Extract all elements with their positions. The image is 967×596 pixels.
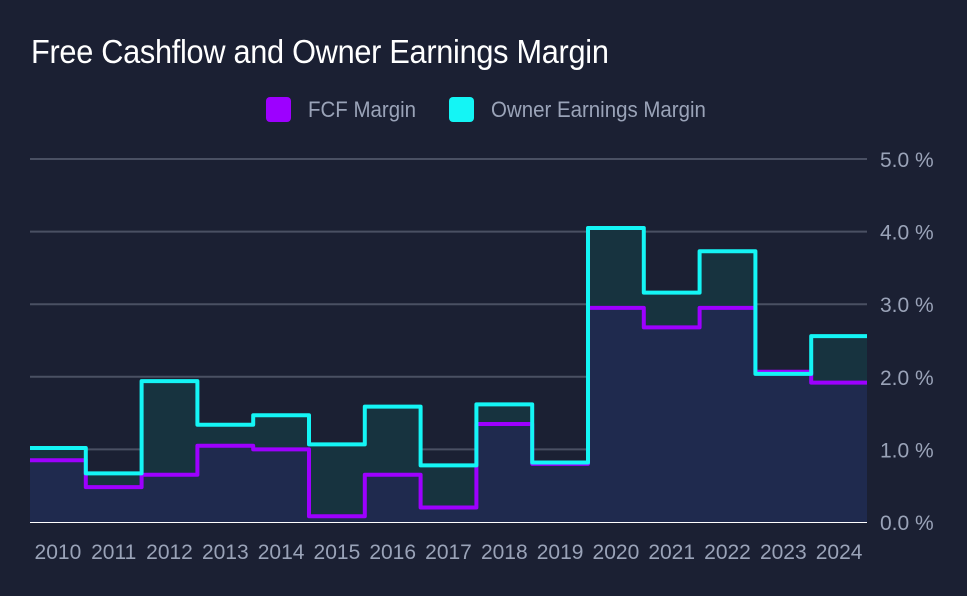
x-tick-label: 2019: [537, 541, 584, 564]
x-tick-label: 2018: [481, 541, 528, 564]
x-tick-label: 2013: [202, 541, 249, 564]
legend-swatch-owner-earnings-margin: [449, 97, 474, 122]
x-tick-label: 2021: [648, 541, 695, 564]
chart-title: Free Cashflow and Owner Earnings Margin: [31, 33, 609, 70]
x-tick-label: 2015: [314, 541, 361, 564]
x-tick-label: 2012: [146, 541, 193, 564]
y-tick-label: 3.0 %: [880, 294, 934, 317]
x-tick-label: 2024: [816, 541, 863, 564]
legend: FCF Margin Owner Earnings Margin: [0, 96, 967, 124]
x-tick-label: 2010: [35, 541, 82, 564]
x-axis-tick-labels: 2010 2011 2012 2013 2014 2015 2016 2017 2018 2019…: [35, 541, 863, 564]
y-tick-label: 4.0 %: [880, 222, 934, 245]
x-tick-label: 2020: [593, 541, 640, 564]
y-tick-label: 0.0 %: [880, 512, 934, 535]
x-tick-label: 2022: [704, 541, 751, 564]
y-tick-label: 1.0 %: [880, 439, 934, 462]
x-tick-label: 2017: [425, 541, 472, 564]
legend-swatch-fcf-margin: [266, 97, 291, 122]
x-tick-label: 2011: [91, 541, 136, 564]
series-lines: [30, 225, 867, 519]
series-line-owner-earnings-margin: [30, 225, 867, 476]
area-fcf-margin: [30, 307, 867, 522]
y-tick-label: 5.0 %: [880, 149, 934, 172]
x-tick-label: 2023: [760, 541, 807, 564]
area-fills: [30, 227, 867, 522]
x-tick-label: 2014: [258, 541, 305, 564]
legend-label-fcf-margin: FCF Margin: [308, 97, 416, 122]
y-axis-tick-labels: 0.0 % 1.0 % 2.0 % 3.0 % 4.0 % 5.0 %: [880, 149, 934, 535]
legend-label-owner-earnings-margin: Owner Earnings Margin: [491, 97, 706, 122]
series-line-fcf-margin: [30, 305, 867, 519]
x-tick-label: 2016: [369, 541, 416, 564]
y-tick-label: 2.0 %: [880, 367, 934, 390]
